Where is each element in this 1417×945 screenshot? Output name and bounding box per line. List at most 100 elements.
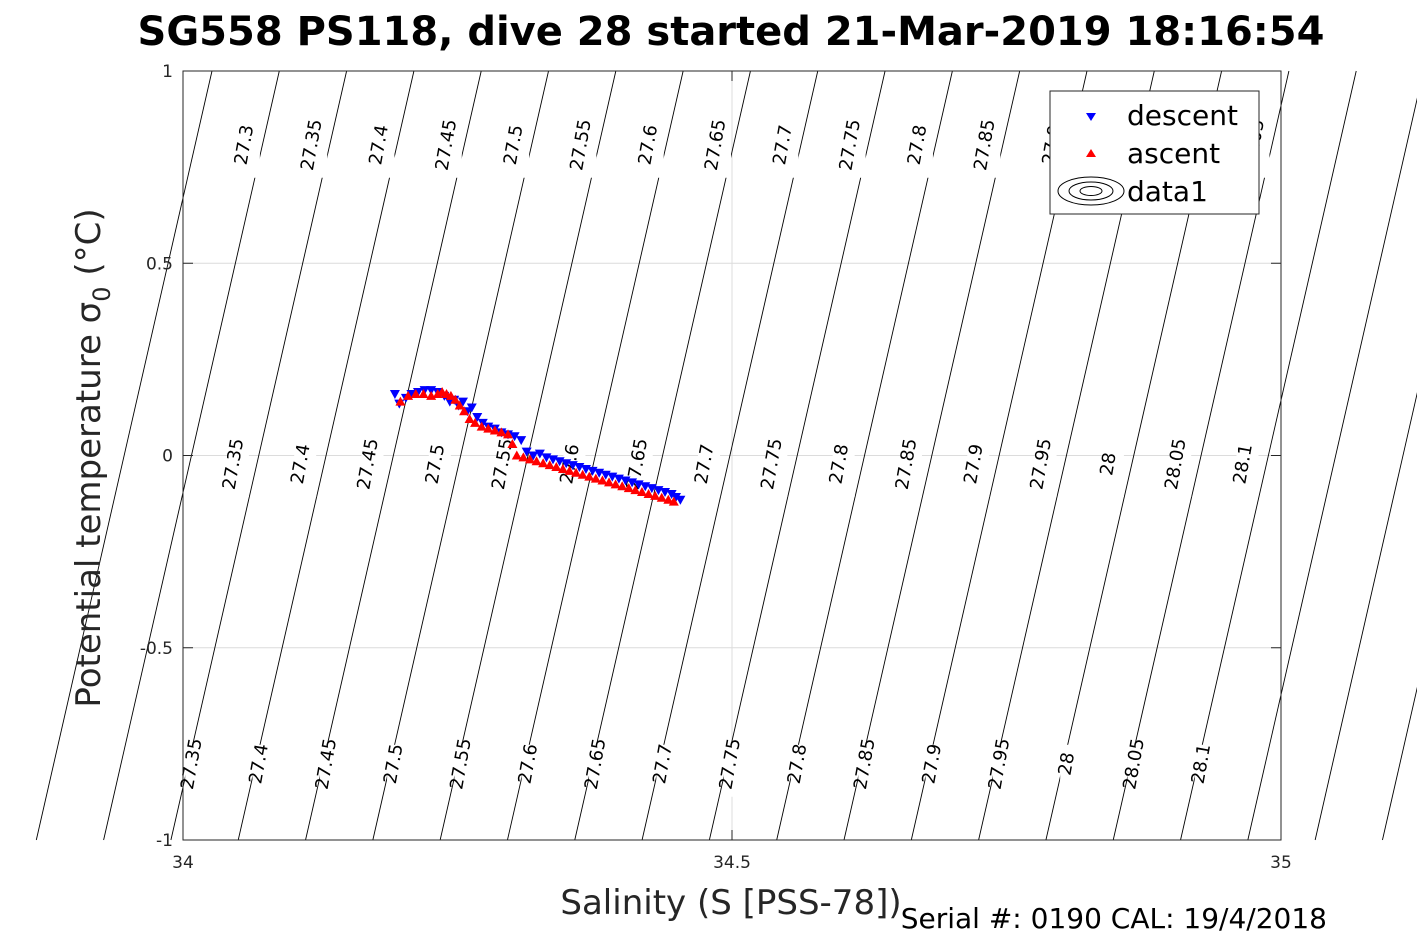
legend-contour-icon: [1057, 176, 1125, 206]
ascent-point: [636, 487, 647, 497]
isopycnal-line: [1314, 392, 1417, 841]
descent-point: [457, 397, 468, 407]
ascent-point: [403, 390, 414, 400]
ascent-point: [507, 438, 518, 448]
y-axis-label-unit: (°C): [69, 208, 109, 286]
isopycnal-label-bg: [294, 444, 317, 497]
isopycnal-label-bg: [1101, 444, 1124, 497]
descent-point: [509, 432, 520, 442]
isopycnal-label-bg: [723, 744, 746, 797]
y-axis-label-subscript: 0: [88, 286, 116, 301]
ascent-point: [470, 417, 481, 427]
y-axis-label-main: Potential temperature σ: [69, 302, 109, 708]
isopycnal-line: [843, 70, 1021, 841]
isopycnal-label-bg: [496, 444, 519, 497]
isopycnal-line: [574, 70, 751, 841]
isopycnal-line: [372, 70, 549, 841]
descent-point: [534, 449, 545, 459]
isopycnal-line: [507, 70, 684, 841]
descent-point: [406, 389, 417, 399]
isopycnal-line: [708, 70, 886, 841]
x-axis-ticks: 34 34.5 35: [172, 71, 1292, 873]
isopycnal-label: 28: [1096, 451, 1121, 477]
descent-point: [675, 495, 686, 505]
ascent-point: [557, 463, 568, 473]
isopycnal-line: [641, 70, 819, 841]
isopycnal-label-bg: [226, 444, 249, 497]
isopycnal-label-bg: [454, 744, 477, 797]
isopycnal-label-bg: [507, 125, 530, 178]
ascent-point: [663, 494, 674, 504]
isopycnal-label-bg: [439, 125, 462, 178]
descent-point: [528, 451, 539, 461]
ascent-point: [668, 496, 679, 506]
descent-point: [389, 389, 400, 399]
isopycnal-label-bg: [776, 125, 799, 178]
y-tick-label: 1: [162, 62, 173, 82]
isopycnal-line: [237, 70, 415, 841]
isopycnal-label-bg: [1236, 444, 1259, 497]
y-tick-label: 0.5: [146, 254, 173, 274]
isopycnal-line: [439, 70, 617, 841]
isopycnal-label-bg: [428, 444, 451, 497]
isopycnal-label-bg: [641, 125, 664, 178]
isopycnal-line: [1112, 70, 1290, 841]
isopycnal-label-bg: [1169, 444, 1192, 497]
ascent-point: [410, 388, 421, 398]
isopycnal-label-bg: [843, 125, 866, 178]
ascent-point: [597, 475, 608, 485]
ascent-point: [650, 490, 661, 500]
ascent-point: [623, 483, 634, 493]
legend-ascent-marker: [1086, 149, 1096, 157]
isopycnal-label-bg: [967, 444, 990, 497]
descent-point: [419, 386, 430, 396]
y-tick-label: -1: [156, 831, 173, 851]
ascent-point: [610, 479, 621, 489]
isopycnal-label-bg: [925, 744, 948, 797]
ascent-point: [503, 429, 514, 439]
descent-point: [466, 403, 477, 413]
ascent-point: [476, 421, 487, 431]
isopycnal-label: 28: [1054, 751, 1079, 777]
legend-descent-marker: [1086, 113, 1096, 121]
descent-point: [671, 493, 682, 503]
isopycnal-label-bg: [372, 125, 395, 178]
isopycnal-label-bg: [698, 444, 721, 497]
ascent-point: [454, 400, 465, 410]
ascent-point: [445, 390, 456, 400]
isopycnal-label-bg: [656, 744, 679, 797]
descent-point: [521, 447, 532, 457]
ascent-point: [538, 458, 549, 468]
isopycnal-label-bg: [1034, 444, 1057, 497]
x-tick-label: 34: [172, 853, 194, 873]
y-tick-label: -0.5: [140, 639, 173, 659]
isopycnal-label-bg: [790, 744, 813, 797]
isopycnal-label-bg: [910, 125, 933, 178]
isopycnal-line: [305, 70, 482, 841]
x-axis-label: Salinity (S [PSS-78]): [560, 883, 901, 923]
y-axis-label: Potential temperature σ0 (°C): [69, 208, 116, 707]
ascent-point: [464, 413, 475, 423]
isopycnal-label-bg: [185, 744, 208, 797]
ascent-point: [544, 460, 555, 470]
ascent-point: [483, 423, 494, 433]
isopycnal-label-bg: [978, 125, 1001, 178]
isopycnal-line: [1247, 97, 1417, 841]
isopycnal-line: [170, 70, 348, 841]
x-tick-label: 34.5: [713, 853, 751, 873]
data-points: [389, 386, 686, 506]
ascent-point: [577, 469, 588, 479]
x-tick-label: 35: [1270, 853, 1292, 873]
isopycnal-line: [1180, 70, 1357, 841]
ascent-point: [531, 456, 542, 466]
isopycnal-label-bg: [832, 444, 855, 497]
isopycnal-label-bg: [521, 744, 544, 797]
ascent-point: [564, 465, 575, 475]
chart-title: SG558 PS118, dive 28 started 21-Mar-2019…: [138, 9, 1325, 55]
isopycnal-label-bg: [899, 444, 922, 497]
ascent-point: [395, 396, 406, 406]
isopycnal-label-bg: [387, 744, 410, 797]
isopycnal-label-bg: [252, 744, 275, 797]
ascent-point: [604, 477, 615, 487]
